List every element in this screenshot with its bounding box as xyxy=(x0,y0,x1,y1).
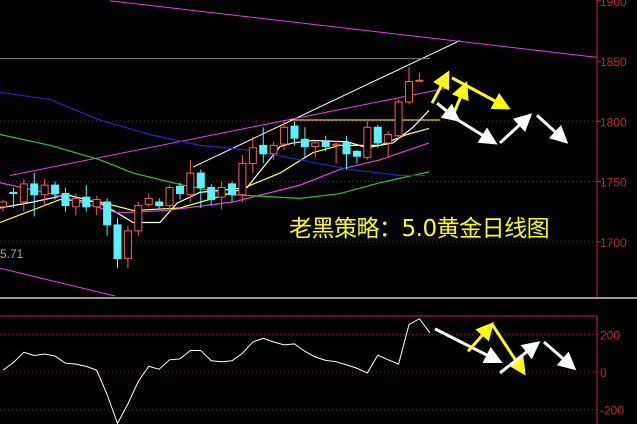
candle-body xyxy=(19,183,28,203)
candle-body xyxy=(217,187,226,198)
candles xyxy=(0,67,424,269)
price-tick-label: 1900 xyxy=(600,0,627,9)
candle-body xyxy=(144,197,153,205)
candle-body xyxy=(123,230,132,260)
indicator-series xyxy=(2,318,431,424)
price-tick-label: 1750 xyxy=(600,176,627,190)
candle-body xyxy=(384,134,393,144)
candle-body xyxy=(113,224,122,260)
chart-title: 老黑策略：5.0黄金日线图 xyxy=(289,216,550,242)
candle-body xyxy=(415,79,424,82)
candle-body xyxy=(92,199,101,208)
indicator-tick-label: 200 xyxy=(600,329,620,343)
candle-body xyxy=(82,196,91,208)
forecast-arrow xyxy=(436,102,461,122)
candle-body xyxy=(404,80,413,103)
candle-body xyxy=(269,144,278,155)
forecast-arrows xyxy=(430,70,569,145)
indicator-line xyxy=(2,318,431,424)
price-axis: 1900 1850 1800 1750 1700 xyxy=(596,0,627,298)
candle-body xyxy=(134,205,143,232)
candle-body xyxy=(61,193,70,207)
candle-body xyxy=(290,125,299,139)
price-tick-label: 1850 xyxy=(600,55,627,69)
candle-body xyxy=(175,185,184,195)
candle-body xyxy=(30,183,39,196)
forecast-arrow xyxy=(434,327,503,364)
left-edge-value: 5.71 xyxy=(0,247,24,261)
candle-body xyxy=(373,126,382,144)
forecast-arrow xyxy=(543,340,577,371)
candle-body xyxy=(165,187,174,207)
forecast-arrow xyxy=(499,341,541,375)
indicator-arrows xyxy=(434,321,577,376)
forecast-arrow xyxy=(466,321,494,353)
indicator-frame xyxy=(0,315,598,424)
candle-body xyxy=(321,141,330,148)
candle-body xyxy=(0,201,7,208)
candle-body xyxy=(238,162,247,196)
candle-body xyxy=(332,143,341,146)
indicator-axis: 200 0 -200 xyxy=(0,315,624,424)
forecast-arrow xyxy=(535,114,569,144)
candle-body xyxy=(280,126,289,145)
indicator-tick-label: -200 xyxy=(600,404,624,418)
candle-body xyxy=(259,144,268,155)
trend-line xyxy=(9,87,451,176)
candle-body xyxy=(186,172,195,196)
candle-body xyxy=(207,187,216,201)
forecast-arrow xyxy=(450,81,469,119)
candle-body xyxy=(196,172,205,189)
trend-line xyxy=(109,0,598,58)
forecast-arrow xyxy=(451,76,511,110)
price-tick-label: 1800 xyxy=(600,115,627,129)
candle-body xyxy=(71,197,80,208)
candle-body xyxy=(394,101,403,137)
candle-body xyxy=(248,147,257,164)
trend-line xyxy=(192,40,461,168)
candle-body xyxy=(9,191,18,195)
candle-body xyxy=(342,142,351,155)
candle-body xyxy=(228,183,237,196)
indicator-tick-label: 0 xyxy=(600,366,607,380)
forecast-arrow xyxy=(490,323,526,376)
forecast-arrow xyxy=(430,70,450,104)
moving-average-line xyxy=(0,91,425,177)
candle-body xyxy=(155,201,164,207)
candle-body xyxy=(300,138,309,148)
forecast-arrow xyxy=(457,118,498,145)
candle-body xyxy=(352,150,361,157)
trend-line xyxy=(0,267,116,297)
trend-lines xyxy=(0,0,598,297)
forecast-arrow xyxy=(498,113,533,145)
price-tick-label: 1700 xyxy=(600,236,627,250)
candle-body xyxy=(40,184,49,196)
candle-body xyxy=(51,184,60,195)
candle-body xyxy=(311,142,320,148)
candle-body xyxy=(363,126,372,158)
candle-body xyxy=(103,201,112,226)
